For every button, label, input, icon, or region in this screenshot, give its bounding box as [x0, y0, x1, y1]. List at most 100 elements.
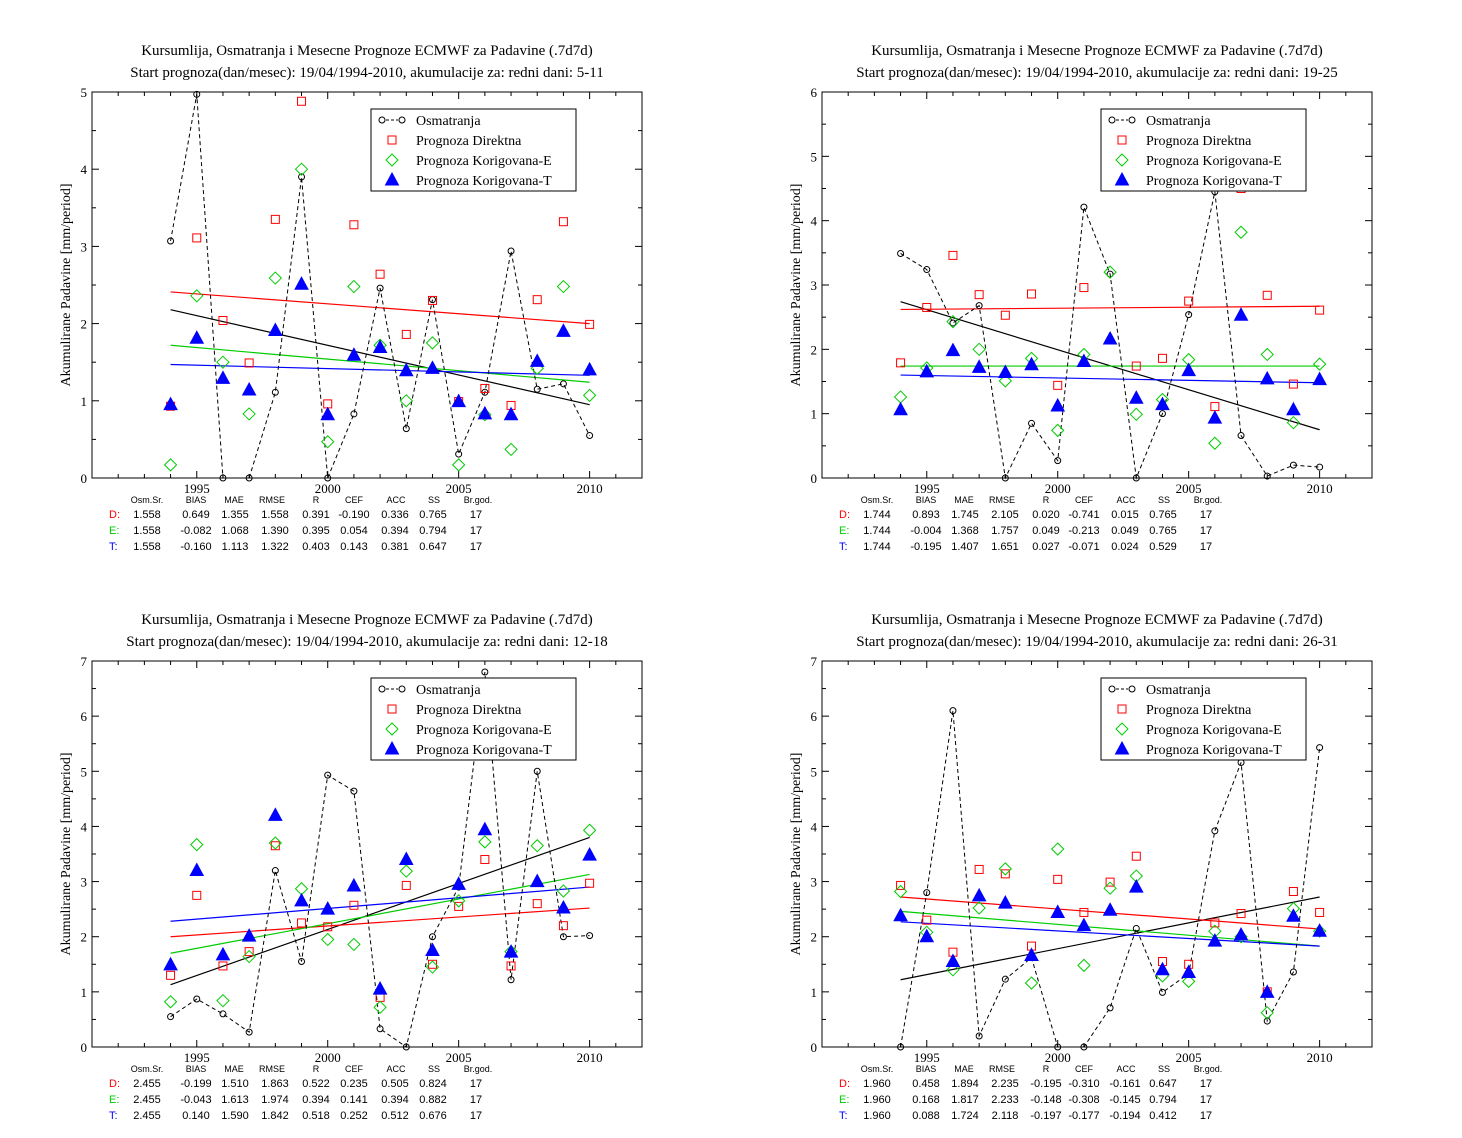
stats-value: 1.863: [261, 1078, 289, 1090]
data-point: [893, 907, 908, 922]
data-point: [1050, 904, 1066, 918]
observation-line: [900, 710, 1321, 1048]
chart-title: Kursumlija, Osmatranja i Mesecne Prognoz…: [141, 612, 593, 628]
data-point: [1158, 410, 1166, 418]
legend-box: [1100, 108, 1307, 192]
y-tick-label: 7: [81, 654, 88, 669]
stats-value: 1.510: [221, 1078, 249, 1090]
stats-table: Osm.Sr. BIAS MAE RMSE R CEF ACC SS Br.god. D: 1.74…: [839, 495, 1222, 553]
data-point: [451, 894, 466, 908]
x-tick-label: 2005: [446, 1050, 472, 1065]
stats-value: -0.213: [1068, 525, 1099, 537]
x-tick-label: 2000: [315, 1050, 341, 1065]
stats-value: 1.113: [222, 541, 249, 553]
x-tick-label: 2000: [315, 481, 341, 496]
stats-value: 0.394: [381, 1094, 409, 1106]
data-point: [163, 396, 178, 411]
data-point: [896, 358, 906, 368]
legend-label: Prognoza Direktna: [1146, 703, 1252, 718]
data-point: [241, 381, 257, 396]
stats-header: Br.god.: [1194, 1064, 1223, 1074]
data-point: [1312, 371, 1327, 386]
data-point: [893, 401, 908, 416]
series-triangle: [893, 879, 1327, 998]
data-point: [558, 217, 568, 227]
data-point: [1315, 305, 1325, 315]
data-point: [349, 900, 359, 910]
stats-value: -0.161: [1109, 1078, 1140, 1090]
data-point: [349, 220, 359, 230]
data-point: [347, 937, 361, 952]
data-point: [1053, 380, 1063, 390]
data-point: [1207, 933, 1223, 947]
data-point: [166, 970, 176, 980]
data-point: [347, 279, 361, 294]
y-tick-label: 5: [81, 85, 88, 100]
trend-line: [170, 886, 590, 922]
y-axis-label: Akumulirane Padavine [mm/period]: [59, 184, 74, 387]
y-tick-label: 4: [811, 819, 818, 834]
data-point: [971, 359, 987, 373]
x-tick-label: 2010: [1307, 1050, 1333, 1065]
data-point: [949, 319, 957, 327]
chart-panel-3: Kursumlija, Osmatranja i Mesecne Prognoz…: [59, 612, 643, 1122]
y-tick-label: 2: [81, 317, 88, 332]
data-point: [193, 90, 201, 98]
stats-value: 1.558: [261, 509, 289, 521]
stats-value: 0.765: [419, 509, 447, 521]
data-point: [298, 173, 306, 181]
data-point: [1316, 744, 1324, 752]
data-point: [297, 918, 307, 928]
data-point: [923, 266, 931, 274]
chart-title: Kursumlija, Osmatranja i Mesecne Prognoz…: [871, 43, 1323, 59]
stats-value: 17: [470, 541, 482, 553]
y-tick-label: 1: [81, 985, 88, 1000]
y-tick-label: 3: [81, 239, 88, 254]
data-point: [948, 250, 958, 260]
legend-label: Prognoza Direktna: [416, 703, 522, 718]
data-point: [998, 862, 1013, 876]
stats-value: 1.745: [951, 509, 979, 521]
data-point: [401, 880, 411, 890]
y-tick-label: 1: [81, 394, 88, 409]
data-point: [190, 837, 204, 852]
stats-value: 1.613: [221, 1094, 249, 1106]
data-point: [192, 233, 202, 243]
data-point: [451, 458, 466, 472]
data-point: [399, 864, 413, 878]
stats-value: 1.651: [991, 541, 1019, 553]
y-tick-label: 0: [81, 471, 88, 486]
stats-row-label: D:: [109, 1078, 120, 1090]
stats-value: 0.015: [1111, 509, 1139, 521]
stats-value: 2.235: [991, 1078, 1019, 1090]
stats-row-label: T:: [109, 1110, 118, 1122]
stats-header: R: [313, 1064, 320, 1074]
data-point: [268, 836, 283, 850]
stats-value: 0.168: [912, 1094, 940, 1106]
y-tick-label: 4: [81, 819, 88, 834]
data-point: [428, 933, 436, 941]
stats-value: 17: [470, 525, 482, 537]
data-point: [398, 851, 414, 866]
y-tick-label: 0: [81, 1040, 88, 1055]
legend-marker: [1114, 740, 1130, 755]
data-point: [1076, 353, 1092, 368]
stats-table: Osm.Sr. BIAS MAE RMSE R CEF ACC SS Br.god. D: 1.96…: [839, 1064, 1222, 1122]
legend-marker: [1117, 135, 1127, 145]
stats-value: 17: [1200, 1110, 1212, 1122]
stats-value: 0.395: [302, 525, 330, 537]
x-tick-label: 2010: [577, 481, 603, 496]
chart-subtitle: Start prognoza(dan/mesec): 19/04/1994-20…: [126, 634, 608, 650]
legend-label: Prognoza Korigovana-T: [416, 743, 552, 758]
data-point: [245, 1028, 253, 1036]
stats-header: R: [313, 495, 320, 505]
stats-value: 1.960: [863, 1094, 891, 1106]
x-tick-label: 1995: [184, 481, 210, 496]
data-point: [503, 944, 519, 958]
stats-value: -0.004: [910, 525, 941, 537]
trend-line: [900, 921, 1320, 947]
data-point: [1260, 347, 1274, 362]
data-point: [267, 807, 283, 821]
data-point: [425, 960, 440, 974]
